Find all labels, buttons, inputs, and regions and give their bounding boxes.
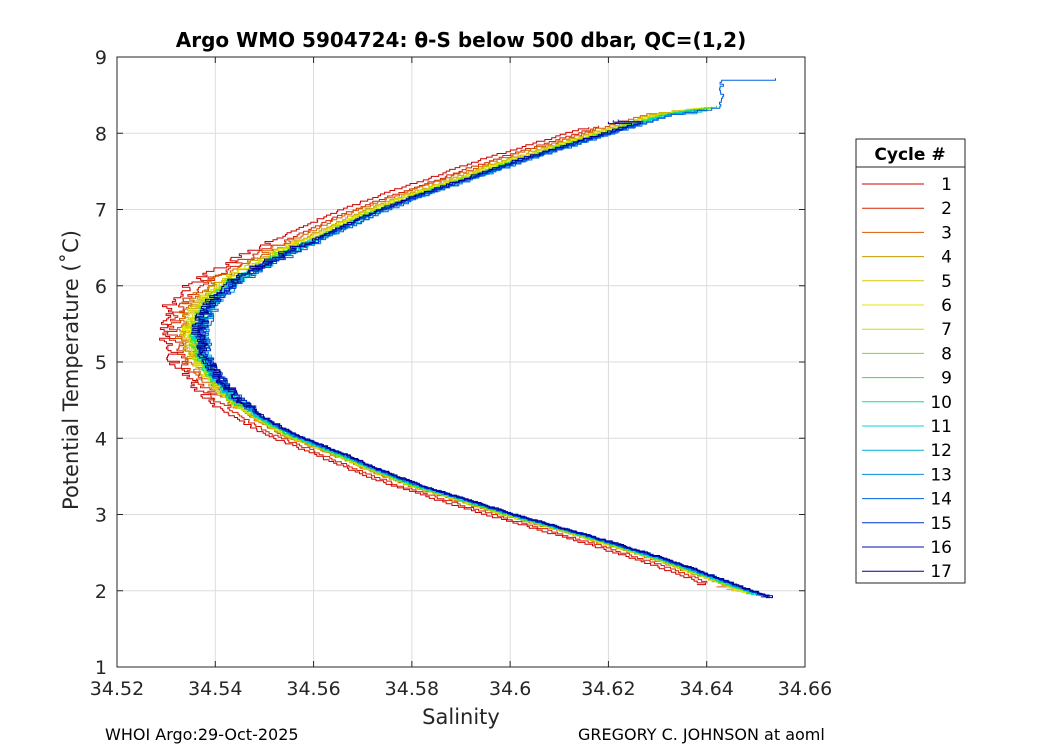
y-tick-label: 2 [95, 581, 107, 603]
y-tick-label: 3 [95, 505, 107, 527]
series-line-cycle-17 [191, 121, 773, 599]
x-tick-label: 34.66 [778, 678, 832, 700]
y-tick-label: 7 [95, 200, 107, 222]
x-tick-label: 34.62 [581, 678, 635, 700]
y-tick-label: 4 [95, 428, 107, 450]
legend-label-2: 2 [941, 199, 952, 219]
legend-label-10: 10 [930, 393, 952, 413]
legend-box [855, 138, 966, 584]
legend-label-8: 8 [941, 344, 952, 364]
legend-label-6: 6 [941, 296, 952, 316]
legend-title: Cycle # [874, 145, 945, 165]
series-line-cycle-2 [166, 125, 708, 584]
footer-credit-right: GREGORY C. JOHNSON at aoml [578, 725, 825, 744]
legend-label-17: 17 [930, 562, 952, 582]
grid-lines [117, 57, 805, 667]
y-tick-label: 9 [95, 47, 107, 69]
legend-label-7: 7 [941, 320, 952, 340]
series-lines [159, 78, 776, 599]
x-tick-label: 34.54 [188, 678, 242, 700]
y-tick-label: 8 [95, 123, 107, 145]
legend-label-16: 16 [930, 538, 952, 558]
legend-label-3: 3 [941, 223, 952, 243]
legend-label-4: 4 [941, 248, 952, 268]
legend-label-1: 1 [941, 175, 952, 195]
x-tick-label: 34.52 [90, 678, 144, 700]
legend-label-5: 5 [941, 272, 952, 292]
legend-label-12: 12 [930, 441, 952, 461]
series-line-cycle-1 [159, 127, 706, 586]
y-tick-label: 6 [95, 276, 107, 298]
legend-label-9: 9 [941, 369, 952, 389]
x-tick-label: 34.6 [489, 678, 531, 700]
y-axis-label: Potential Temperature (˚C) [59, 230, 83, 510]
x-tick-label: 34.56 [286, 678, 340, 700]
legend-label-15: 15 [930, 514, 952, 534]
legend-label-13: 13 [930, 465, 952, 485]
legend-label-14: 14 [930, 490, 952, 510]
y-tick-label: 1 [95, 657, 107, 679]
chart-title: Argo WMO 5904724: θ-S below 500 dbar, QC… [176, 28, 746, 52]
legend-label-11: 11 [930, 417, 952, 437]
x-tick-label: 34.64 [680, 678, 734, 700]
y-tick-label: 5 [95, 352, 107, 374]
axis-ticks: 34.52 34.54 34.56 34.58 34.6 34.62 34.64 34.66 1… [90, 47, 832, 700]
x-tick-label: 34.58 [385, 678, 439, 700]
footer-credit-left: WHOI Argo:29-Oct-2025 [105, 725, 299, 744]
series-line-cycle-15 [194, 119, 770, 598]
x-axis-label: Salinity [422, 705, 500, 729]
